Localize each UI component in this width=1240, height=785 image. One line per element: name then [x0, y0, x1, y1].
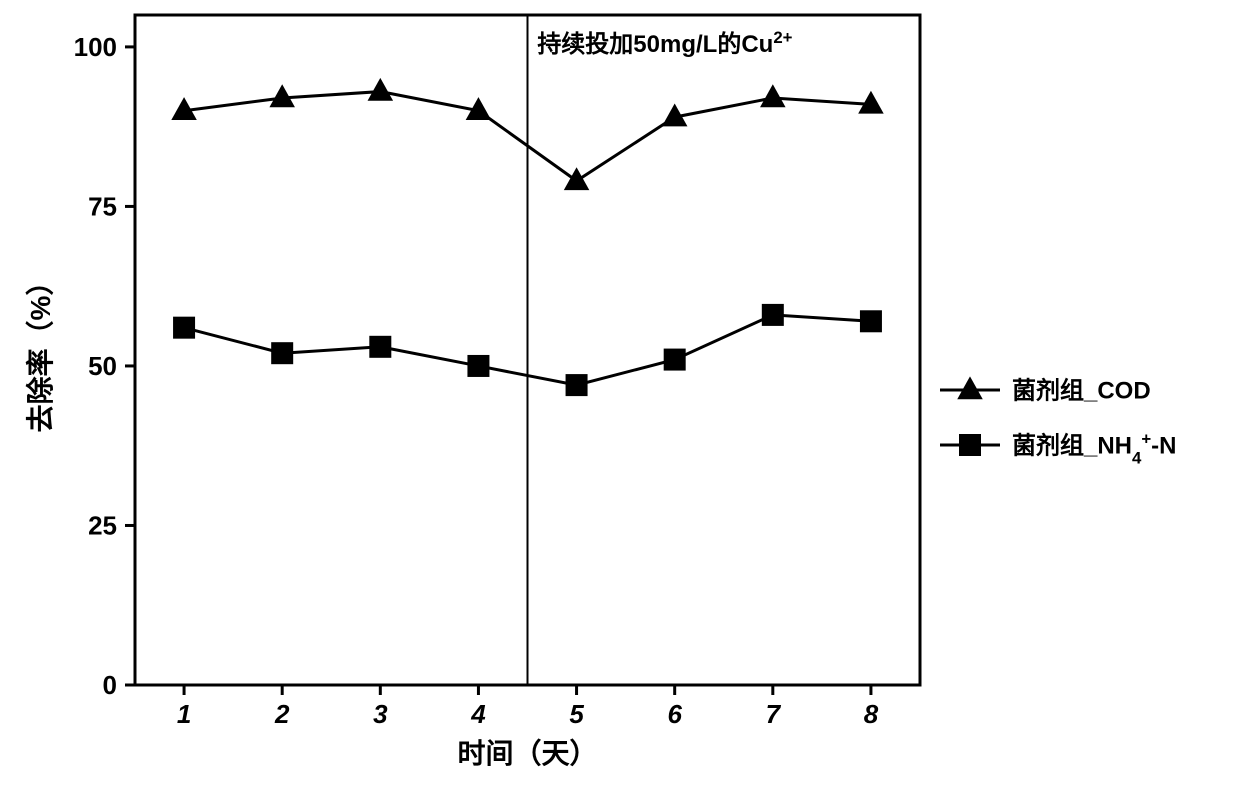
square-marker: [860, 310, 882, 332]
square-marker: [566, 374, 588, 396]
x-tick-label: 2: [274, 699, 290, 729]
y-tick-label: 75: [88, 191, 117, 221]
chart-container: 1 2 3 4 5 6 7 8 0 25 50 75 100 时间（天） 去除率（%） 持续投加50mg/L的…: [0, 0, 1240, 785]
y-tick-label: 25: [88, 510, 117, 540]
x-tick-label: 4: [470, 699, 486, 729]
square-marker: [467, 355, 489, 377]
chart-svg: 1 2 3 4 5 6 7 8 0 25 50 75 100 时间（天） 去除率（%） 持续投加50mg/L的…: [0, 0, 1240, 785]
x-tick-label: 5: [569, 699, 584, 729]
legend-label: 菌剂组_NH4+-N: [1012, 429, 1177, 467]
y-tick-label: 50: [88, 351, 117, 381]
square-marker: [762, 304, 784, 326]
x-tick-label: 7: [766, 699, 782, 729]
triangle-marker: [957, 376, 983, 399]
square-marker: [369, 336, 391, 358]
square-marker: [173, 317, 195, 339]
x-tick-label: 1: [177, 699, 191, 729]
y-axis-label: 去除率（%）: [24, 268, 56, 433]
annotation-text: 持续投加50mg/L的Cu2+: [537, 27, 792, 58]
x-axis-label: 时间（天）: [457, 737, 597, 769]
x-tick-label: 6: [667, 699, 682, 729]
x-tick-label: 3: [373, 699, 388, 729]
square-marker: [959, 434, 981, 456]
square-marker: [664, 349, 686, 371]
legend-label: 菌剂组_COD: [1012, 376, 1151, 404]
square-marker: [271, 342, 293, 364]
y-tick-label: 100: [74, 32, 117, 62]
x-tick-label: 8: [864, 699, 879, 729]
y-tick-label: 0: [103, 670, 117, 700]
